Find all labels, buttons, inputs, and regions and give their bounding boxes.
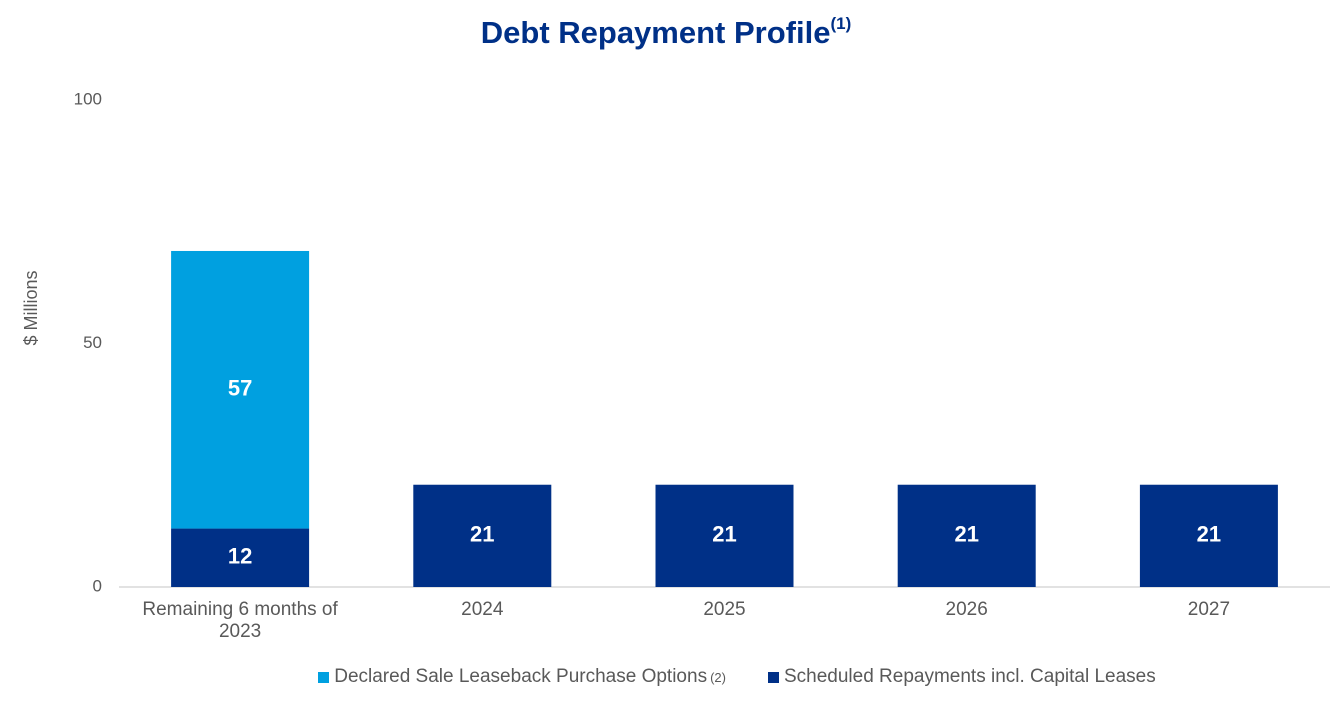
bar-segment — [1139, 484, 1278, 587]
legend-item: Declared Sale Leaseback Purchase Options… — [318, 666, 726, 688]
y-axis-label: $ Millions — [21, 270, 41, 345]
data-label: 21 — [470, 522, 494, 547]
chart-title-block: Debt Repayment Profile(1) — [0, 14, 1332, 51]
y-tick-label: 0 — [93, 576, 102, 595]
bar-segment — [897, 484, 1036, 587]
bar-segment — [413, 484, 552, 587]
y-tick-label: 50 — [83, 333, 102, 352]
x-tick-label: 2025 — [703, 599, 746, 620]
x-tick-label: 2027 — [1187, 599, 1231, 620]
y-tick-label: 100 — [74, 89, 102, 108]
x-tick-label: 2026 — [945, 599, 988, 620]
title-note: (1) — [830, 14, 852, 33]
chart-title: Debt Repayment Profile — [480, 15, 831, 50]
data-label: 21 — [712, 522, 736, 547]
legend-item: Scheduled Repayments incl. Capital Lease… — [767, 666, 1156, 688]
bar-segment — [171, 250, 310, 529]
x-tick-label: Remaining 6 months of 2023 — [142, 599, 338, 642]
x-tick-label: 2024 — [461, 599, 504, 620]
legend: Declared Sale Leaseback Purchase Options… — [0, 666, 1332, 688]
data-label: 21 — [1197, 522, 1221, 547]
data-label: 21 — [954, 522, 978, 547]
legend-label: Scheduled Repayments incl. Capital Lease… — [783, 666, 1156, 687]
data-label: 12 — [228, 544, 252, 569]
legend-swatch — [318, 671, 330, 683]
legend-label: Declared Sale Leaseback Purchase Options — [334, 666, 708, 687]
bar-segment — [655, 484, 794, 587]
bar-segment — [171, 528, 310, 587]
legend-swatch — [767, 671, 779, 683]
legend-note: (2) — [710, 669, 726, 685]
data-label: 57 — [228, 376, 252, 401]
